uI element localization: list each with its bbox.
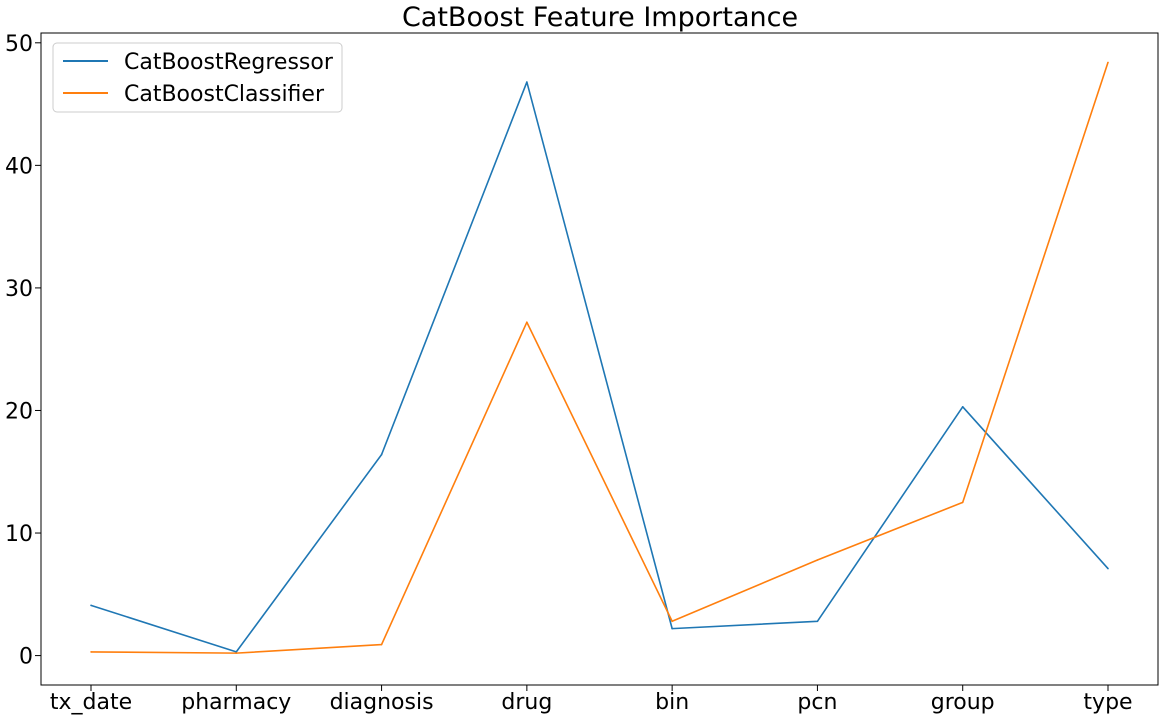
x-tick-label: tx_date (50, 690, 132, 715)
legend-label: CatBoostClassifier (124, 82, 325, 107)
plot-area (90, 61, 1109, 654)
axes: tx_date pharmacy diagnosis drug bin pcn group t… (5, 32, 1133, 715)
series-line-0 (90, 81, 1109, 653)
x-tick-label: drug (501, 690, 552, 715)
data-point-0-3 (526, 81, 528, 83)
legend: CatBoostRegressor CatBoostClassifier (52, 42, 343, 113)
y-tick-label: 0 (19, 645, 33, 670)
data-point-1-7 (1107, 61, 1109, 64)
x-tick-label: group (931, 690, 995, 715)
x-tick-label: bin (655, 690, 689, 715)
data-point-0-2 (380, 453, 383, 456)
data-point-1-4 (671, 620, 673, 623)
data-point-1-0 (90, 651, 92, 653)
y-tick-label: 10 (5, 522, 33, 547)
x-tick-label: pharmacy (181, 690, 291, 715)
plot-frame (40, 32, 1159, 686)
data-point-1-5 (816, 559, 819, 561)
data-point-0-4 (671, 627, 673, 630)
data-point-0-1 (235, 651, 238, 653)
legend-label: CatBoostRegressor (124, 50, 334, 75)
data-point-0-6 (961, 405, 964, 408)
x-tick-label: type (1083, 690, 1132, 715)
data-point-1-1 (235, 652, 238, 654)
data-point-1-6 (961, 501, 964, 504)
data-point-0-5 (816, 620, 819, 623)
x-tick-label: pcn (797, 690, 837, 715)
chart-title: CatBoost Feature Importance (402, 2, 798, 33)
x-tick-label: diagnosis (330, 690, 434, 715)
legend-box (52, 42, 343, 113)
series-line-1 (90, 62, 1109, 654)
y-tick-label: 40 (5, 154, 33, 179)
y-tick-label: 30 (5, 277, 33, 302)
y-tick-label: 50 (5, 32, 33, 57)
data-point-1-3 (526, 321, 528, 324)
y-tick-label: 20 (5, 399, 33, 424)
data-point-0-7 (1107, 567, 1109, 570)
data-point-1-2 (380, 643, 383, 646)
data-point-0-0 (90, 604, 92, 607)
